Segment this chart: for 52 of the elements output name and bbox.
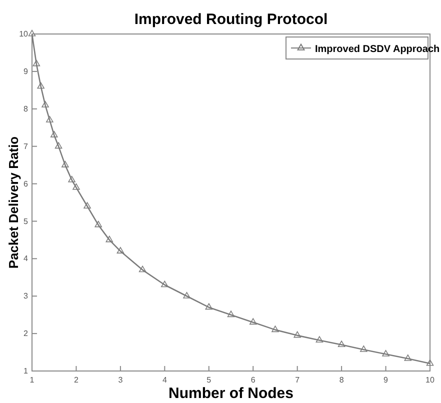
- x-tick-label: 2: [74, 376, 79, 385]
- point: [382, 350, 390, 356]
- y-tick-label: 9: [24, 67, 29, 76]
- chart-title: Improved Routing Protocol: [134, 11, 328, 28]
- point: [68, 176, 76, 182]
- x-tick-label: 3: [118, 376, 124, 385]
- y-tick-label: 5: [24, 216, 29, 226]
- point: [116, 247, 124, 254]
- point: [94, 220, 102, 228]
- point: [227, 310, 235, 318]
- point: [272, 326, 279, 332]
- y-tick-label: 1: [24, 366, 29, 376]
- x-tick-label: 5: [206, 376, 212, 385]
- point: [106, 236, 114, 242]
- point: [161, 280, 168, 288]
- y-tick-label: 7: [24, 142, 29, 151]
- y-tick-label: 2: [24, 329, 29, 338]
- x-tick-label: 7: [295, 376, 300, 385]
- point: [42, 101, 49, 108]
- point: [338, 340, 346, 348]
- point: [183, 292, 190, 298]
- x-axis-title: Number of Nodes: [168, 385, 294, 402]
- point: [426, 359, 434, 366]
- x-tick-label: 1: [30, 376, 35, 385]
- y-tick-label: 8: [24, 104, 29, 114]
- x-tick-label: 9: [384, 376, 389, 385]
- point: [32, 60, 40, 66]
- point: [84, 202, 91, 209]
- y-tick-label: 10: [19, 30, 29, 39]
- y-axis-title: Packet Delivery Ratio: [6, 136, 21, 269]
- x-tick-label: 4: [162, 376, 168, 385]
- point: [72, 183, 80, 190]
- x-tick-label: 6: [250, 376, 256, 385]
- point: [205, 303, 213, 310]
- point: [360, 346, 368, 352]
- point: [50, 130, 58, 138]
- point: [54, 142, 62, 149]
- point: [28, 30, 36, 36]
- point: [294, 331, 301, 338]
- point: [37, 82, 44, 89]
- point: [62, 160, 69, 168]
- x-tick-label: 8: [339, 376, 344, 385]
- y-tick-label: 4: [24, 254, 29, 264]
- point: [249, 318, 257, 325]
- y-tick-label: 3: [24, 292, 29, 301]
- y-tick-label: 6: [24, 179, 29, 188]
- point: [138, 266, 146, 272]
- point: [404, 354, 412, 361]
- point: [46, 116, 54, 122]
- x-tick-label: 10: [426, 376, 435, 385]
- point: [316, 336, 324, 343]
- legend-label: Improved DSDV Approach: [315, 44, 440, 55]
